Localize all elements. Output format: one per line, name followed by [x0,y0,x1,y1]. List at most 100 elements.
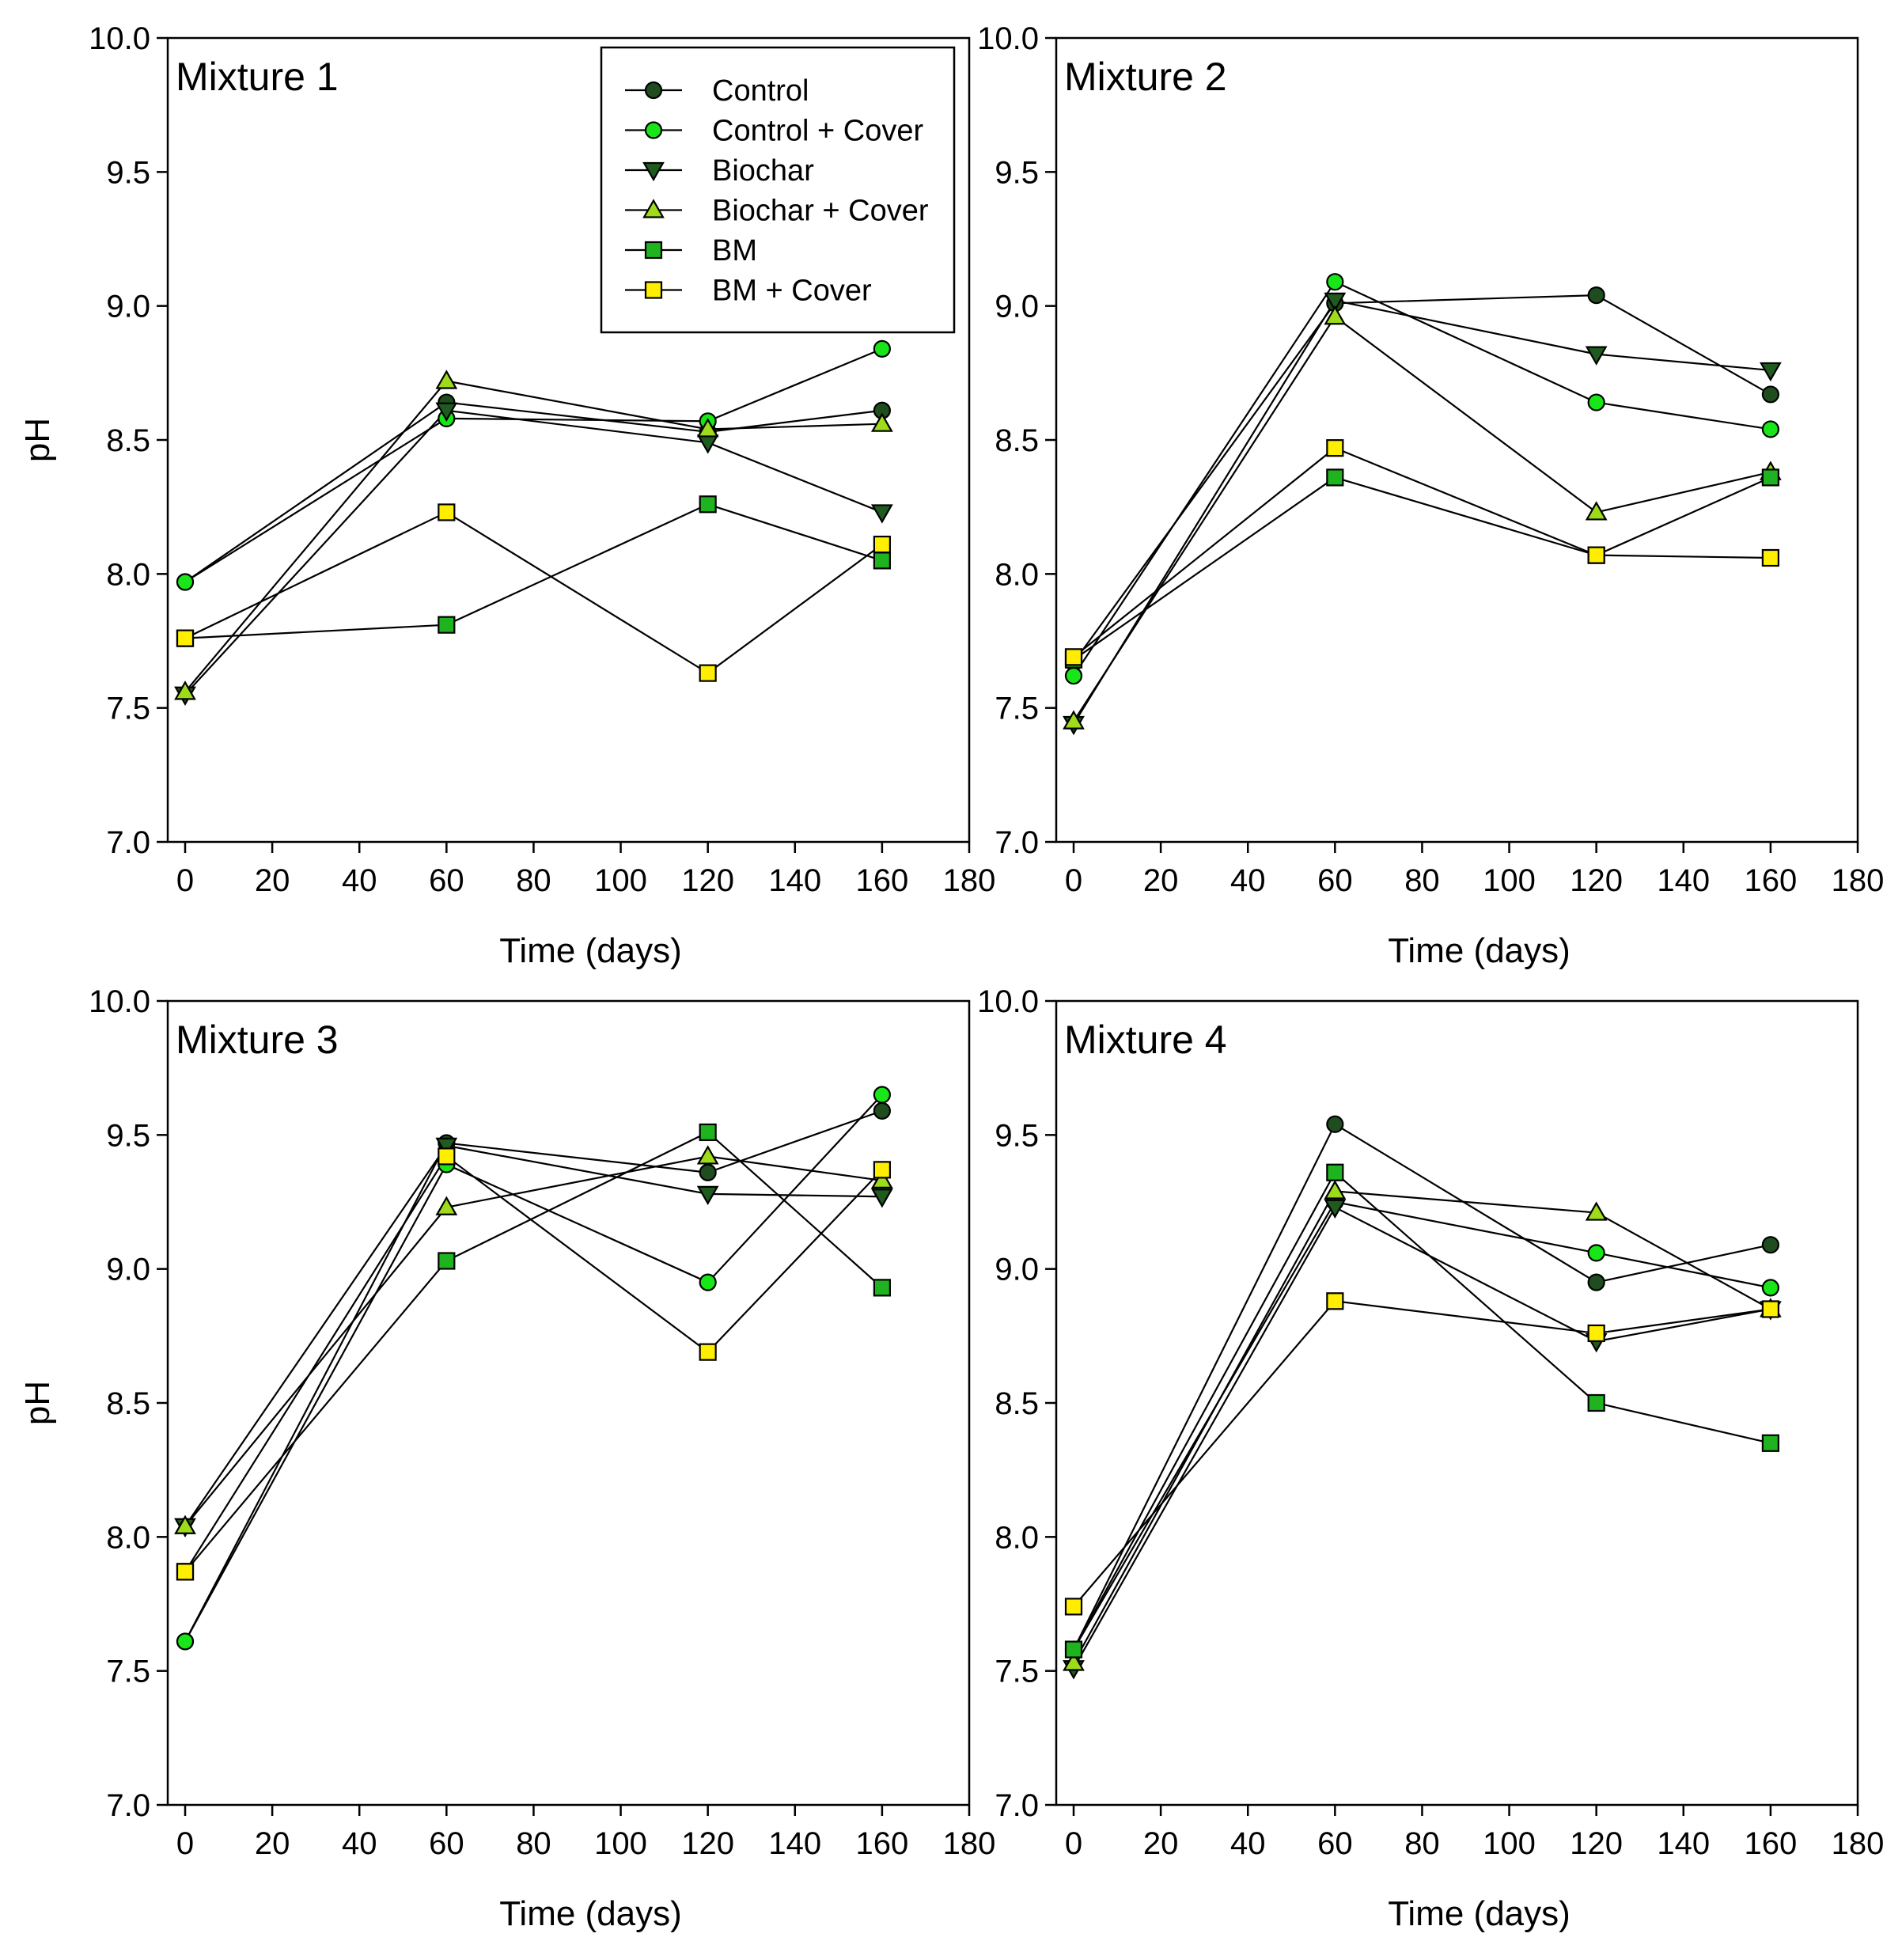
series-line-control-cover [184,347,883,583]
x-axis-title: Time (days) [1388,1894,1570,1933]
series-line-biochar-cover [1073,315,1771,722]
x-axis-title: Time (days) [499,931,682,970]
legend: Control Control + Cover Biochar Biochar + C… [600,46,956,334]
y-tick-label: 7.5 [106,1655,150,1689]
data-point-control-cover [176,1632,195,1651]
data-point-control [873,1101,891,1120]
data-point-control [1761,385,1779,404]
x-tick-label: 180 [943,1826,996,1861]
data-point-control [1761,1236,1779,1254]
data-point-biochar-cover [1324,305,1347,325]
data-point-biochar-cover [696,418,719,438]
y-tick-label: 8.0 [995,557,1039,592]
data-point-biochar [696,434,719,454]
x-tick-label: 180 [943,863,996,898]
data-point-bm [699,495,717,514]
series-line-control [184,1109,883,1642]
panel-title: Mixture 2 [1064,55,1227,99]
x-tick-label: 180 [1832,1826,1885,1861]
legend-marker-control-cover [644,121,663,139]
data-point-biochar-cover [174,681,196,700]
chart-panel-2: 7.0 7.5 8.0 8.5 9.0 9.5 10.0 0 20 40 60 80 100 120 140… [977,21,1884,970]
data-point-bm-cover [1587,1324,1605,1343]
x-tick-label: 80 [516,1826,551,1861]
legend-marker-biochar [642,161,665,182]
y-tick-label: 9.0 [995,1253,1039,1287]
data-point-control-cover [1587,1244,1605,1262]
y-tick-label: 10.0 [977,21,1039,56]
data-point-bm-cover [699,664,717,682]
legend-label: BM [712,234,757,267]
data-point-bm [1326,468,1344,487]
legend-marker-bm [644,241,663,260]
data-point-control [1587,286,1605,305]
y-tick-label: 9.0 [106,290,150,324]
series-line-biochar [1073,1206,1771,1669]
y-tick-label: 9.0 [106,1253,150,1287]
x-tick-label: 0 [176,1826,194,1861]
series-line-biochar [1073,299,1771,725]
legend-marker-bm-cover [644,281,663,299]
y-tick-label: 7.0 [995,825,1039,860]
data-point-biochar [1324,1199,1347,1219]
legend-label: Biochar [712,154,814,188]
data-point-biochar-cover [435,1196,458,1215]
data-point-control-cover [1587,393,1605,411]
data-point-bm [1326,1163,1344,1181]
data-point-control-cover [1064,666,1083,685]
series-line-bm [1073,1171,1771,1651]
data-point-biochar [435,402,458,422]
x-tick-label: 0 [1065,1826,1082,1861]
data-point-biochar [1585,346,1608,366]
series-line-control-cover [1073,280,1771,677]
series-line-bm-cover [1073,446,1771,658]
chart-panel-1: 7.0 7.5 8.0 8.5 9.0 9.5 10.0 0 20 40 60 80 100 120 140… [18,21,995,970]
data-point-bm-cover [873,1161,891,1179]
data-point-bm-cover [1064,648,1083,666]
y-tick-label: 9.0 [995,290,1039,324]
y-tick-label: 9.5 [106,155,150,190]
series-line-biochar [184,1144,882,1527]
data-point-bm [873,552,891,570]
x-tick-label: 40 [1230,863,1266,898]
legend-label: Control [712,74,809,108]
x-tick-label: 100 [594,863,647,898]
series-line-control [1073,294,1771,663]
data-point-biochar [1324,292,1347,313]
y-tick-label: 7.5 [995,1655,1039,1689]
data-point-control-cover [176,573,195,591]
y-tick-label: 9.5 [995,1118,1039,1153]
data-point-biochar-cover [696,1145,719,1165]
x-tick-label: 140 [768,863,821,898]
x-tick-label: 160 [856,1826,909,1861]
y-axis-title: pH [18,1381,57,1425]
x-tick-label: 120 [681,1826,734,1861]
plot-frame [166,999,971,1806]
series-line-control-cover [184,1094,883,1642]
data-point-control-cover [873,1086,891,1104]
x-tick-label: 140 [768,1826,821,1861]
series-line-control [184,401,883,583]
data-point-biochar-cover [1585,501,1608,521]
data-point-control-cover [873,339,891,358]
data-point-control-cover [1761,1279,1779,1297]
data-point-control-cover [1326,273,1344,291]
y-tick-label: 7.0 [106,1788,150,1823]
panel-title: Mixture 4 [1064,1018,1227,1062]
x-tick-label: 140 [1657,863,1710,898]
data-point-biochar [870,1189,893,1208]
data-point-control [699,1163,717,1181]
data-point-control [1587,1273,1605,1291]
y-tick-label: 7.5 [106,692,150,726]
chart-panel-4: 7.0 7.5 8.0 8.5 9.0 9.5 10.0 0 20 40 60 80 100 120 140… [977,984,1884,1933]
series-line-bm [184,1131,883,1573]
data-point-bm-cover [1064,1598,1083,1616]
y-tick-label: 8.0 [995,1520,1039,1555]
x-tick-label: 20 [1143,863,1179,898]
data-point-biochar-cover [174,1515,196,1534]
data-point-bm-cover [699,1343,717,1361]
x-tick-label: 80 [1404,1826,1440,1861]
data-point-bm [1587,1393,1605,1412]
x-tick-label: 0 [176,863,194,898]
